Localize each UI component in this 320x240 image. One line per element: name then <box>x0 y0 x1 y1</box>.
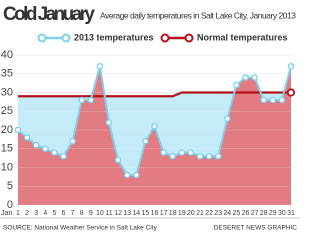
x-tick-label: 28 <box>260 210 268 217</box>
point <box>251 74 258 81</box>
point <box>260 96 268 104</box>
x-tick-label: 8 <box>80 210 84 217</box>
point <box>178 149 186 156</box>
chart-subtitle: Average daily temperatures in Salt Lake … <box>100 10 296 20</box>
point <box>214 152 222 160</box>
x-tick-label: 5 <box>52 210 56 217</box>
point <box>142 137 149 145</box>
x-tick-label: 9 <box>89 210 93 217</box>
point <box>132 171 140 179</box>
point <box>169 152 176 160</box>
point <box>187 149 195 156</box>
source: SOURCE: National Weather Service in Salt… <box>3 225 158 232</box>
point <box>160 149 167 156</box>
x-tick-label: 27 <box>251 210 259 217</box>
point <box>87 96 95 104</box>
legend-label: Normal temperatures <box>197 32 288 42</box>
point <box>233 81 240 89</box>
x-tick-label: 15 <box>142 210 150 217</box>
x-tick-label: 4 <box>43 210 47 217</box>
legend-marker <box>184 33 194 43</box>
x-tick-label: 16 <box>151 210 159 217</box>
x-tick-label: 2 <box>25 210 29 217</box>
x-tick-label: 14 <box>132 210 140 217</box>
legend-marker <box>61 33 71 43</box>
x-tick-label: 22 <box>205 210 213 217</box>
x-tick-label: 24 <box>223 210 231 217</box>
point <box>23 134 31 141</box>
end-point <box>286 88 296 97</box>
point <box>78 96 85 104</box>
x-tick-label: 19 <box>178 210 186 217</box>
point <box>151 122 158 130</box>
point <box>223 115 231 123</box>
x-tick-label: 11 <box>105 210 112 217</box>
y-tick-label: 25 <box>1 105 13 117</box>
x-tick-label: 12 <box>114 210 122 217</box>
x-tick-label: 30 <box>278 210 286 217</box>
point <box>242 74 249 81</box>
y-tick-label: 35 <box>1 68 13 80</box>
point <box>205 152 213 160</box>
line <box>18 91 291 98</box>
point <box>96 62 104 70</box>
y-tick-label: 20 <box>1 124 13 136</box>
x-tick-label: 29 <box>269 210 277 217</box>
x-tick-label: 3 <box>34 210 38 217</box>
x-tick-label: 6 <box>62 210 66 217</box>
chart: Cold January Average daily temperatures … <box>0 4 300 232</box>
point <box>32 141 40 149</box>
legend-marker <box>37 33 47 43</box>
x-tick-label: 20 <box>187 210 195 217</box>
y-tick-label: 30 <box>1 86 13 98</box>
x-tick-label: 1 <box>16 210 20 217</box>
point <box>278 96 286 104</box>
x-tick-label: 31 <box>287 210 295 217</box>
point <box>196 152 204 160</box>
y-tick-label: 40 <box>1 49 13 61</box>
point <box>51 149 58 156</box>
x-tick-label: 17 <box>160 210 168 217</box>
point <box>105 119 113 126</box>
credit: DESERET NEWS GRAPHIC <box>214 225 298 232</box>
x-tick-label: 18 <box>169 210 177 217</box>
chart-title: Cold January <box>3 4 95 25</box>
point <box>114 156 122 164</box>
legend-label: 2013 temperatures <box>74 32 154 42</box>
point <box>269 96 277 104</box>
x-tick-label: 25 <box>233 210 241 217</box>
x-tick-label: 21 <box>196 210 204 217</box>
point <box>69 137 76 145</box>
point <box>123 171 131 179</box>
point <box>14 126 22 134</box>
y-tick-label: 10 <box>1 161 13 173</box>
point <box>287 62 295 70</box>
y-tick-label: 5 <box>7 180 13 192</box>
x-tick-label: 7 <box>71 210 75 217</box>
x-axis-label: Jan. <box>1 210 14 217</box>
point <box>42 145 49 153</box>
x-tick-label: 23 <box>214 210 222 217</box>
point <box>60 152 67 160</box>
legend-marker <box>160 33 170 43</box>
x-tick-label: 13 <box>123 210 131 217</box>
x-tick-label: 10 <box>96 210 104 217</box>
y-tick-label: 0 <box>7 199 13 211</box>
y-tick-label: 15 <box>1 143 13 155</box>
x-tick-label: 26 <box>242 210 250 217</box>
